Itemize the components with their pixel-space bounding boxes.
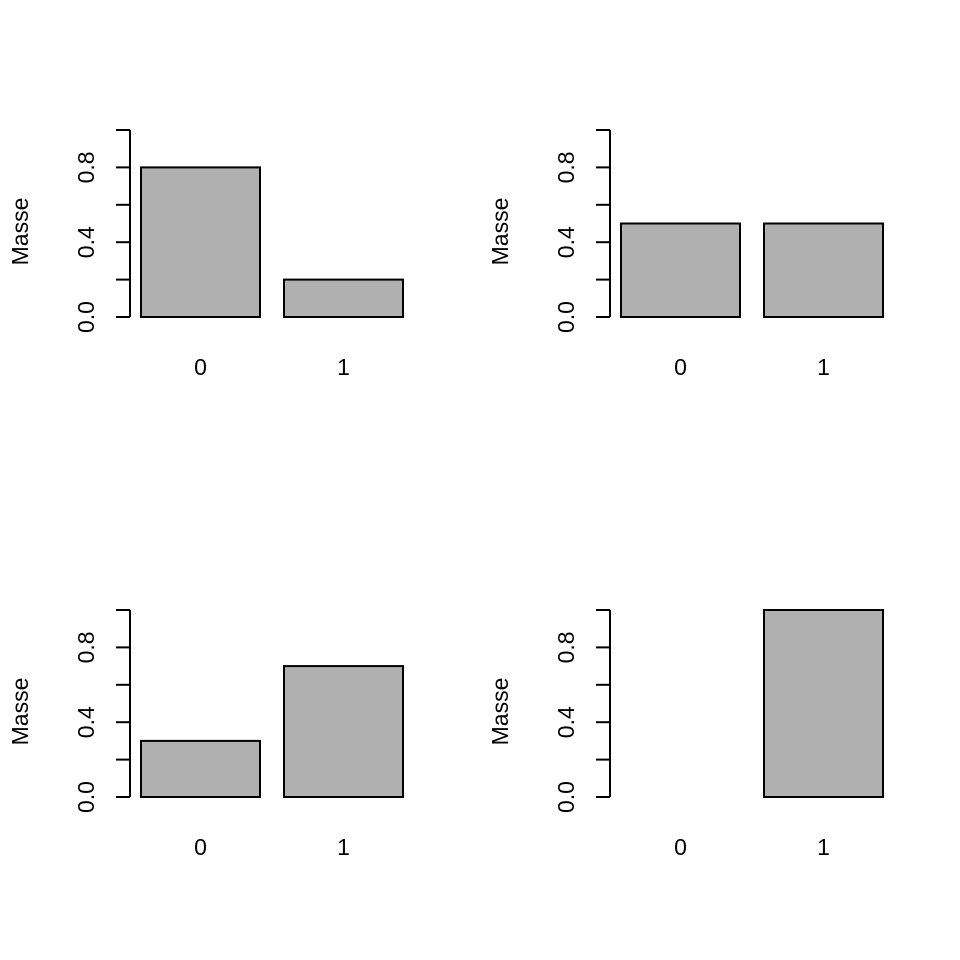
bar-1 xyxy=(763,609,884,798)
bar-1 xyxy=(283,278,404,319)
x-category-label-0: 0 xyxy=(194,834,207,860)
x-category-label-1: 1 xyxy=(817,354,830,380)
y-axis-label: Masse xyxy=(487,198,513,266)
y-tick-label: 0.8 xyxy=(553,151,579,183)
y-tick-label: 0.4 xyxy=(553,706,579,738)
y-tick-label: 0.8 xyxy=(553,631,579,663)
bar-1 xyxy=(763,222,884,318)
chart-panel-2: 0.0 0.4 0.8 Masse 0 1 xyxy=(487,129,884,380)
y-tick-label: 0.0 xyxy=(73,781,99,813)
y-axis-label: Masse xyxy=(7,198,33,266)
x-category-label-0: 0 xyxy=(674,354,687,380)
y-tick-label: 0.4 xyxy=(73,706,99,738)
x-category-label-1: 1 xyxy=(337,354,350,380)
x-category-label-1: 1 xyxy=(337,834,350,860)
y-tick-label: 0.0 xyxy=(553,781,579,813)
y-axis-label: Masse xyxy=(7,678,33,746)
chart-panel-4: 0.0 0.4 0.8 Masse 0 1 xyxy=(487,609,884,860)
bar-1 xyxy=(283,665,404,798)
y-axis-label: Masse xyxy=(487,678,513,746)
bar-0 xyxy=(620,222,741,318)
bar-0 xyxy=(140,739,261,798)
x-category-label-1: 1 xyxy=(817,834,830,860)
y-tick-label: 0.0 xyxy=(73,301,99,333)
bar-0 xyxy=(140,166,261,318)
y-tick-label: 0.0 xyxy=(553,301,579,333)
y-tick-label: 0.8 xyxy=(73,151,99,183)
y-tick-label: 0.4 xyxy=(553,226,579,258)
chart-panel-3: 0.0 0.4 0.8 Masse 0 1 xyxy=(7,609,404,860)
x-category-label-0: 0 xyxy=(674,834,687,860)
y-tick-label: 0.8 xyxy=(73,631,99,663)
x-category-label-0: 0 xyxy=(194,354,207,380)
chart-panel-1: 0.0 0.4 0.8 Masse 0 1 xyxy=(7,129,404,380)
y-tick-label: 0.4 xyxy=(73,226,99,258)
